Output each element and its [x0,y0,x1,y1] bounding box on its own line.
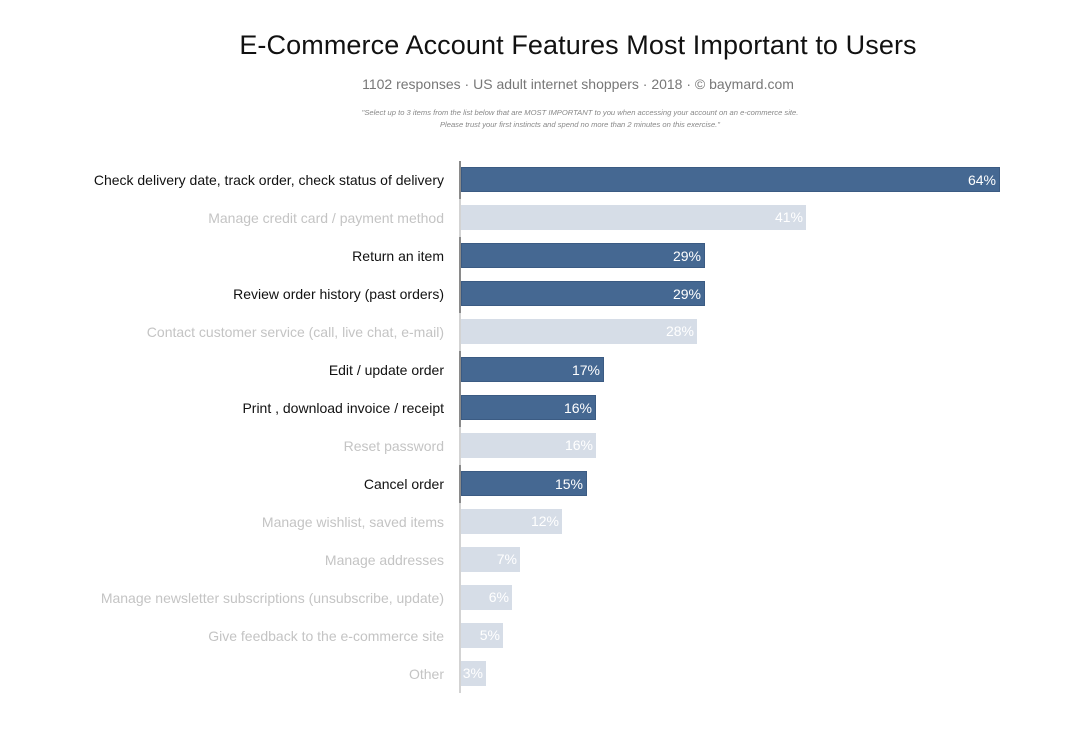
chart-title: E-Commerce Account Features Most Importa… [239,30,917,60]
chart-subtitle: 1102 responses · US adult internet shopp… [362,76,794,92]
value-label: 16% [564,437,593,453]
bar: 28% [461,319,697,344]
category-label: Manage credit card / payment method [208,210,444,226]
bar: 7% [461,547,520,572]
bar-row: Cancel order 15% [0,465,1080,503]
value-label: 12% [530,513,559,529]
category-label: Print , download invoice / receipt [242,400,444,416]
axis-line-segment [459,275,461,313]
axis-line-segment [459,617,461,655]
value-label: 64% [967,172,996,188]
bar-row: Manage wishlist, saved items 12% [0,503,1080,541]
bar: 16% [461,395,596,420]
bar-row: Review order history (past orders) 29% [0,275,1080,313]
value-label: 6% [488,589,509,605]
axis-line-segment [459,351,461,389]
category-label: Manage wishlist, saved items [261,514,444,530]
survey-question: "Select up to 3 items from the list belo… [361,108,799,129]
bar-row: Manage credit card / payment method 41% [0,199,1080,237]
category-label: Give feedback to the e-commerce site [208,628,444,644]
bar: 3% [461,661,486,686]
category-label: Return an item [352,248,444,264]
bar: 64% [461,167,1000,192]
axis-line-segment [459,237,461,275]
value-label: 17% [571,362,600,378]
bar-row: Print , download invoice / receipt 16% [0,389,1080,427]
axis-line-segment [459,389,461,427]
axis-line-segment [459,465,461,503]
value-label: 29% [672,248,701,264]
value-label: 15% [554,476,583,492]
bar: 15% [461,471,587,496]
axis-line-segment [459,579,461,617]
axis-line-segment [459,503,461,541]
category-label: Manage newsletter subscriptions (unsubsc… [100,590,444,606]
axis-line-segment [459,161,461,199]
bar: 5% [461,623,503,648]
value-label: 16% [563,400,592,416]
bar-row: Return an item 29% [0,237,1080,275]
bar-row: Other 3% [0,655,1080,693]
bar: 41% [461,205,806,230]
category-label: Other [408,666,444,682]
value-label: 29% [672,286,701,302]
bar-row: Contact customer service (call, live cha… [0,313,1080,351]
bar: 12% [461,509,562,534]
bar-row: Give feedback to the e-commerce site 5% [0,617,1080,655]
category-label: Contact customer service (call, live cha… [146,324,444,340]
axis-line-segment [459,655,461,693]
category-label: Review order history (past orders) [233,286,444,302]
bar: 29% [461,243,705,268]
value-label: 7% [496,551,517,567]
category-label: Manage addresses [324,552,444,568]
category-label: Cancel order [363,476,444,492]
bar: 29% [461,281,705,306]
bar: 17% [461,357,604,382]
category-label: Edit / update order [328,362,444,378]
category-label: Reset password [343,438,444,454]
axis-line-segment [459,541,461,579]
bar: 6% [461,585,512,610]
value-label: 3% [462,665,483,681]
bar: 16% [461,433,596,458]
value-label: 28% [665,323,694,339]
bar-row: Reset password 16% [0,427,1080,465]
axis-line-segment [459,199,461,237]
value-label: 5% [479,627,500,643]
bar-row: Check delivery date, track order, check … [0,161,1080,199]
bar-row: Edit / update order 17% [0,351,1080,389]
axis-line-segment [459,313,461,351]
category-label: Check delivery date, track order, check … [93,172,444,188]
bar-row: Manage addresses 7% [0,541,1080,579]
axis-line-segment [459,427,461,465]
value-label: 41% [774,209,803,225]
bar-row: Manage newsletter subscriptions (unsubsc… [0,579,1080,617]
